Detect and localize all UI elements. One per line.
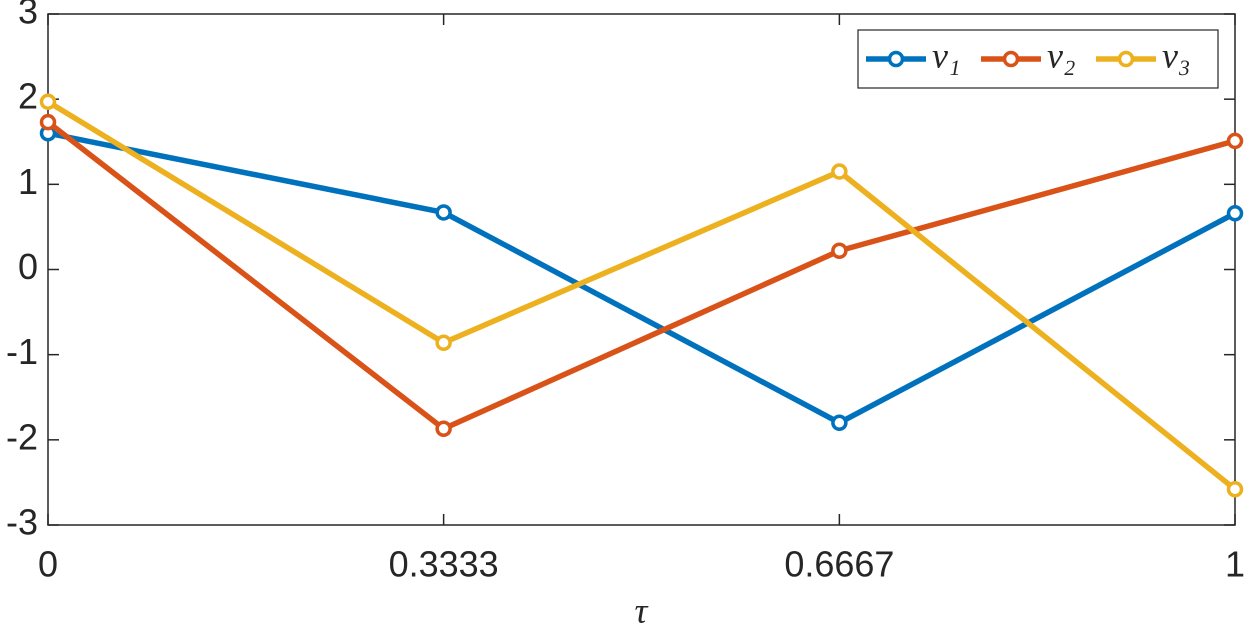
series-line <box>47 130 1237 426</box>
x-tick-label: 1 <box>1225 544 1245 585</box>
series-line <box>46 99 1237 492</box>
series-line <box>46 119 1236 432</box>
x-axis-label: τ <box>635 590 649 630</box>
legend-marker <box>1117 50 1135 68</box>
series-marker <box>831 163 848 180</box>
y-tick-label: -2 <box>6 416 38 457</box>
y-tick-label: 0 <box>18 246 38 287</box>
series-marker <box>831 414 848 432</box>
y-tick-label: -3 <box>6 502 38 543</box>
x-tick-label: 0.3333 <box>389 544 499 585</box>
series-marker <box>435 204 452 221</box>
series-marker <box>39 113 57 131</box>
series-marker <box>1226 132 1244 150</box>
x-tick-label: 0 <box>38 544 58 585</box>
series-marker <box>435 420 452 438</box>
legend-label: v₃ <box>1162 35 1191 75</box>
y-tick-label: -1 <box>6 331 38 372</box>
series-marker <box>1226 205 1244 222</box>
series-marker <box>831 242 848 260</box>
legend: v₁ v₂ v₃ <box>857 29 1219 89</box>
legend-marker <box>1002 50 1020 68</box>
y-tick-label: 1 <box>18 161 38 202</box>
y-tick-label: 2 <box>18 76 38 117</box>
legend-label: v₂ <box>1047 35 1076 75</box>
x-tick-label: 0.6667 <box>784 544 894 585</box>
axes-frame <box>47 13 1236 526</box>
series-marker <box>435 334 452 351</box>
series-marker <box>1226 480 1244 498</box>
series-marker <box>39 93 57 110</box>
y-tick-label: 3 <box>18 0 38 32</box>
legend-marker <box>887 50 905 68</box>
legend-label: v₁ <box>932 35 961 75</box>
